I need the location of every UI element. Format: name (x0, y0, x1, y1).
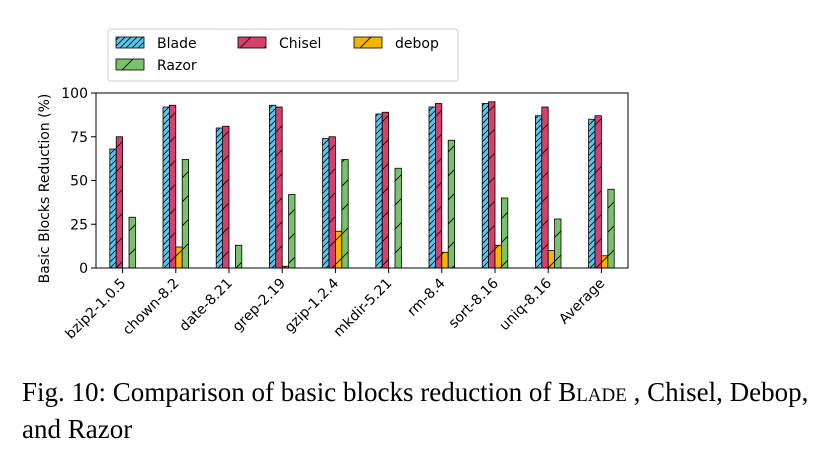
bar-chisel-grep-2-19 (275, 106, 283, 269)
x-tick-label-rm-8-4: rm-8.4 (404, 275, 448, 319)
bar-razor-gzip-1-2-4 (341, 159, 349, 269)
x-tick-label-chown-8-2: chown-8.2 (120, 276, 183, 339)
bar-chisel-bzip2-1-0-5 (115, 136, 123, 269)
bar-blade-sort-8-16 (481, 103, 490, 269)
legend-label-blade: Blade (157, 36, 197, 52)
bar-debop-sort-8-16 (494, 244, 502, 269)
y-tick-label-25: 25 (70, 217, 88, 233)
bar-razor-uniq-8-16 (554, 218, 562, 269)
bar-debop-uniq-8-16 (547, 250, 556, 269)
x-tick-label-bzip2-1-0-5: bzip2-1.0.5 (63, 276, 130, 343)
bar-blade-grep-2-19 (268, 104, 277, 269)
legend-item-debop: debop (353, 36, 439, 52)
legend-label-razor: Razor (157, 58, 197, 74)
bar-blade-uniq-8-16 (535, 115, 543, 269)
bar-chisel-average (594, 115, 602, 269)
caption-blade: Blade (558, 377, 627, 407)
x-tick-label-date-8-21: date-8.21 (177, 276, 236, 335)
caption-suffix: , Chisel, Debop, and Razor (22, 377, 809, 444)
bar-razor-grep-2-19 (288, 194, 296, 269)
bar-razor-bzip2-1-0-5 (128, 216, 136, 269)
bar-razor-date-8-21 (234, 244, 243, 269)
bar-chisel-chown-8-2 (168, 104, 177, 269)
legend-label-chisel: Chisel (279, 36, 321, 52)
bar-razor-mkdir-5-21 (394, 167, 402, 269)
x-tick-label-uniq-8-16: uniq-8.16 (497, 275, 556, 334)
x-tick-label-average: Average (556, 276, 608, 328)
y-tick-label-100: 100 (61, 86, 88, 102)
bar-debop-gzip-1-2-4 (334, 230, 343, 269)
bar-blade-average (588, 118, 596, 269)
y-tick-label-50: 50 (70, 174, 88, 190)
legend-item-razor: Razor (115, 58, 197, 74)
y-tick-label-75: 75 (70, 130, 88, 146)
bar-chisel-uniq-8-16 (541, 106, 549, 269)
bar-chisel-date-8-21 (222, 125, 230, 269)
bar-debop-rm-8-4 (441, 251, 449, 269)
bar-chisel-sort-8-16 (488, 101, 496, 269)
legend-item-chisel: Chisel (237, 36, 321, 52)
y-tick-label-0: 0 (79, 261, 88, 277)
bar-debop-chown-8-2 (175, 246, 183, 269)
bar-razor-chown-8-2 (181, 159, 189, 269)
y-axis-label: Basic Blocks Reduction (%) (37, 94, 53, 284)
bars-layer (109, 101, 615, 269)
x-tick-label-sort-8-16: sort-8.16 (446, 275, 502, 331)
bar-chisel-rm-8-4 (434, 103, 443, 269)
bar-chisel-gzip-1-2-4 (328, 136, 336, 269)
bar-blade-rm-8-4 (428, 106, 436, 269)
bar-razor-rm-8-4 (447, 139, 456, 269)
legend: Blade Chisel debop Razor (107, 28, 459, 82)
caption-prefix: Fig. 10: Comparison of basic blocks redu… (22, 377, 559, 407)
bar-chisel-mkdir-5-21 (381, 111, 390, 269)
bar-blade-gzip-1-2-4 (322, 138, 330, 269)
bar-blade-bzip2-1-0-5 (109, 148, 117, 269)
legend-label-debop: debop (395, 36, 439, 52)
legend-item-blade: Blade (115, 36, 197, 52)
x-tick-label-grep-2-19: grep-2.19 (230, 276, 289, 335)
bar-razor-average (607, 188, 615, 269)
bar-debop-average (601, 255, 609, 269)
figure-caption: Fig. 10: Comparison of basic blocks redu… (22, 374, 812, 448)
bar-blade-chown-8-2 (162, 106, 170, 269)
bar-blade-date-8-21 (215, 127, 223, 269)
bar-blade-mkdir-5-21 (375, 113, 383, 269)
bar-razor-sort-8-16 (500, 197, 509, 269)
